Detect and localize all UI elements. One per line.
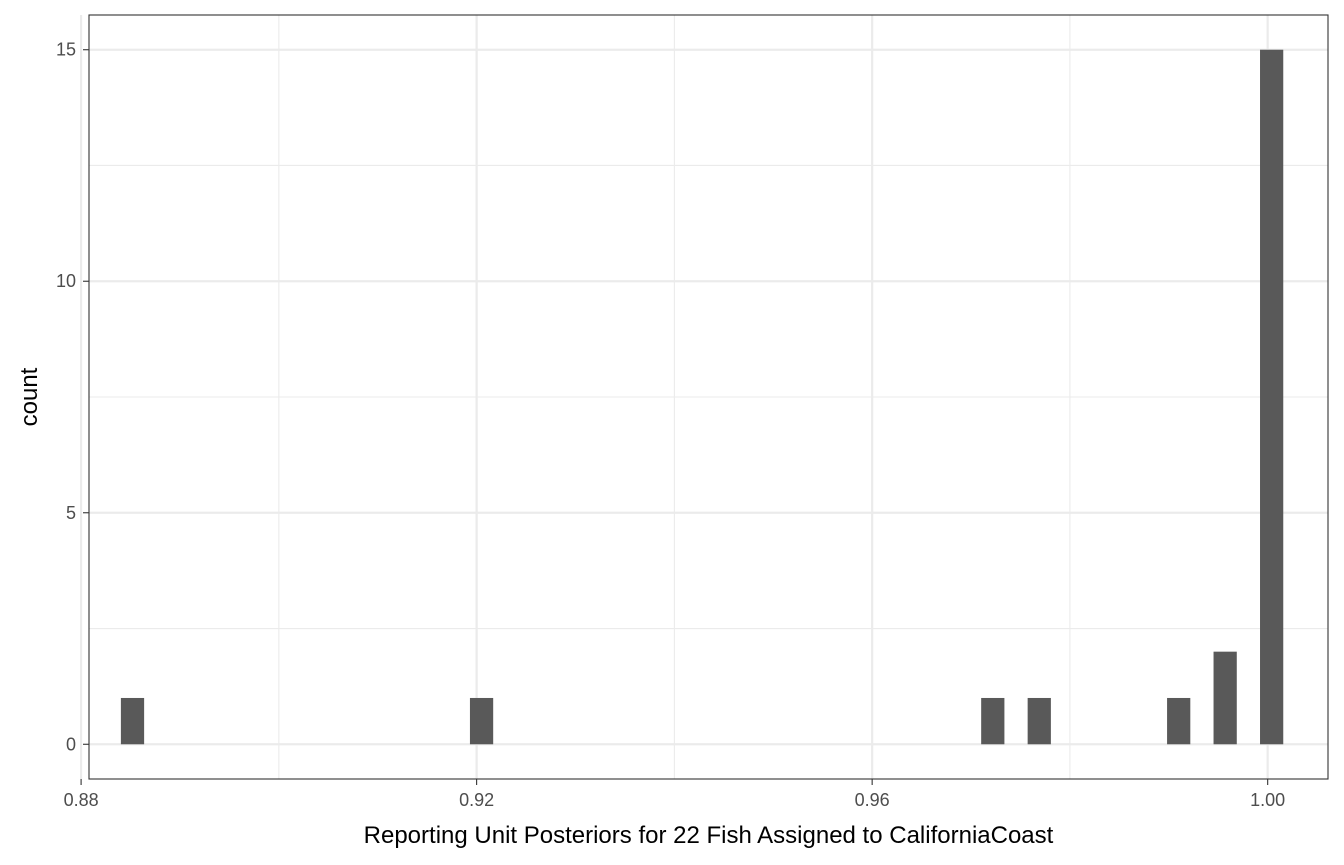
x-axis-title: Reporting Unit Posteriors for 22 Fish As… [364,822,1054,849]
y-axis-ticks: 0 5 10 15 [56,40,89,754]
x-tick-label-3: 1.00 [1250,790,1285,810]
x-tick-label-0: 0.88 [64,790,99,810]
histogram-bar-0 [120,697,145,745]
y-tick-label-2: 10 [56,271,76,291]
histogram-bar-3 [1027,697,1051,745]
x-tick-label-1: 0.92 [459,790,494,810]
y-tick-label-3: 15 [56,40,76,60]
y-axis-title: count [16,367,43,426]
x-axis-ticks: 0.88 0.92 0.96 1.00 [64,779,1285,810]
histogram-bar-6 [1260,49,1284,745]
minor-gridlines [89,15,1328,779]
histogram-bar-5 [1213,651,1237,745]
histogram-bar-1 [469,697,494,745]
y-tick-label-1: 5 [66,503,76,523]
histogram-bars [120,49,1284,745]
x-tick-label-2: 0.96 [855,790,890,810]
histogram-bar-4 [1167,697,1191,745]
y-tick-label-0: 0 [66,734,76,754]
panel-border [88,14,1329,780]
histogram-bar-2 [981,697,1005,745]
